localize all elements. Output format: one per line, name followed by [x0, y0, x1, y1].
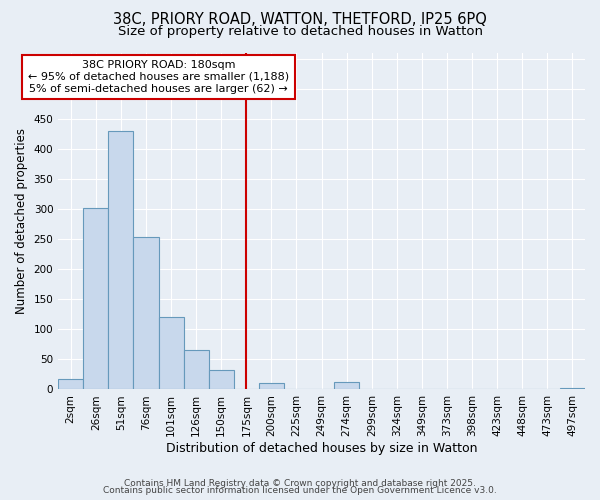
Bar — [83, 208, 109, 390]
Bar — [259, 384, 284, 390]
Bar — [334, 382, 359, 390]
Text: Contains HM Land Registry data © Crown copyright and database right 2025.: Contains HM Land Registry data © Crown c… — [124, 478, 476, 488]
Bar — [133, 237, 158, 390]
Bar — [158, 318, 184, 390]
Bar — [58, 378, 83, 390]
Bar — [560, 388, 585, 390]
Bar — [184, 350, 209, 390]
X-axis label: Distribution of detached houses by size in Watton: Distribution of detached houses by size … — [166, 442, 478, 455]
Text: 38C PRIORY ROAD: 180sqm
← 95% of detached houses are smaller (1,188)
5% of semi-: 38C PRIORY ROAD: 180sqm ← 95% of detache… — [28, 60, 289, 94]
Text: Size of property relative to detached houses in Watton: Size of property relative to detached ho… — [118, 25, 482, 38]
Bar — [109, 130, 133, 390]
Bar — [209, 370, 234, 390]
Text: Contains public sector information licensed under the Open Government Licence v3: Contains public sector information licen… — [103, 486, 497, 495]
Y-axis label: Number of detached properties: Number of detached properties — [15, 128, 28, 314]
Text: 38C, PRIORY ROAD, WATTON, THETFORD, IP25 6PQ: 38C, PRIORY ROAD, WATTON, THETFORD, IP25… — [113, 12, 487, 28]
